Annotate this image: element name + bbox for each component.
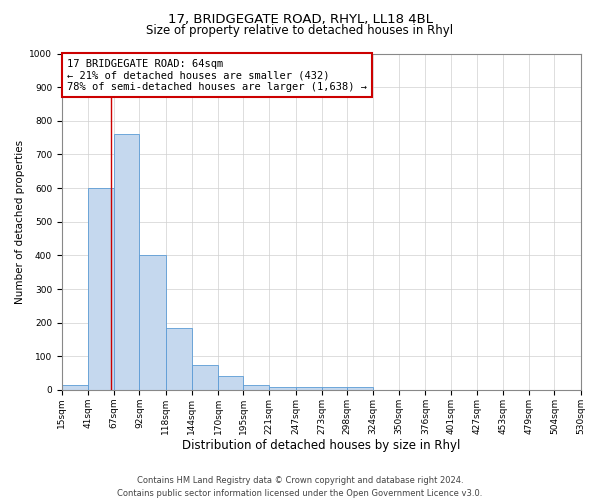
Bar [243, 385, 269, 390]
Bar [322, 386, 347, 390]
Text: 17, BRIDGEGATE ROAD, RHYL, LL18 4BL: 17, BRIDGEGATE ROAD, RHYL, LL18 4BL [167, 12, 433, 26]
Bar [296, 386, 322, 390]
Bar [166, 328, 192, 390]
Text: 17 BRIDGEGATE ROAD: 64sqm
← 21% of detached houses are smaller (432)
78% of semi: 17 BRIDGEGATE ROAD: 64sqm ← 21% of detac… [67, 58, 367, 92]
Text: Contains HM Land Registry data © Crown copyright and database right 2024.
Contai: Contains HM Land Registry data © Crown c… [118, 476, 482, 498]
Text: Size of property relative to detached houses in Rhyl: Size of property relative to detached ho… [146, 24, 454, 37]
Bar [88, 188, 114, 390]
X-axis label: Distribution of detached houses by size in Rhyl: Distribution of detached houses by size … [182, 440, 460, 452]
Bar [347, 386, 373, 390]
Bar [269, 386, 296, 390]
Y-axis label: Number of detached properties: Number of detached properties [15, 140, 25, 304]
Bar [218, 376, 243, 390]
Bar [62, 385, 88, 390]
Bar [192, 364, 218, 390]
Bar [139, 256, 166, 390]
Bar [114, 134, 139, 390]
